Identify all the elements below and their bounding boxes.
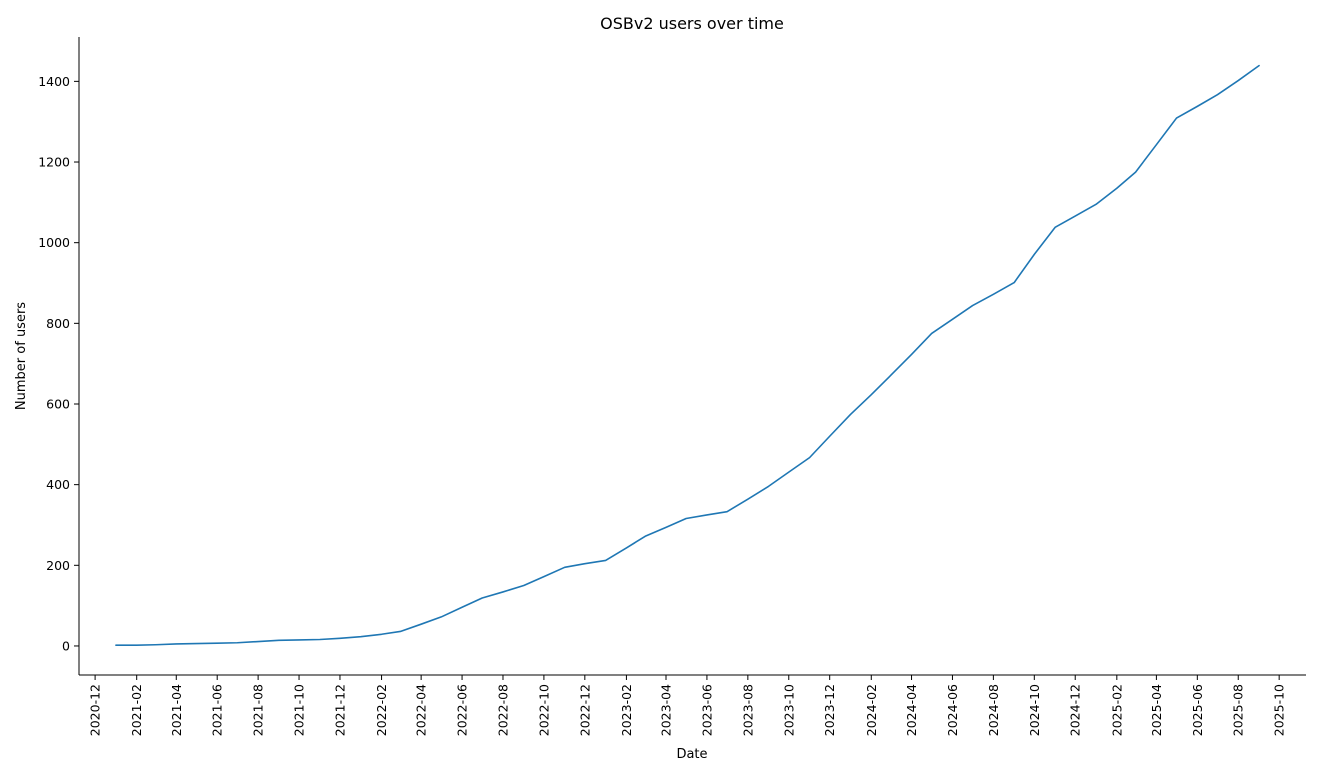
y-tick-label: 400 xyxy=(46,477,70,492)
x-tick-label: 2022-06 xyxy=(455,684,470,736)
x-tick-label: 2024-08 xyxy=(986,684,1001,736)
y-tick-label: 1400 xyxy=(38,74,70,89)
x-tick-label: 2025-08 xyxy=(1231,684,1246,736)
x-tick-label: 2021-12 xyxy=(332,684,347,736)
x-tick-label: 2023-06 xyxy=(699,684,714,736)
y-tick-label: 1000 xyxy=(38,235,70,250)
y-tick-label: 1200 xyxy=(38,155,70,170)
x-tick-label: 2022-04 xyxy=(414,684,429,736)
x-tick-label: 2023-12 xyxy=(822,684,837,736)
x-tick-label: 2024-06 xyxy=(945,684,960,736)
x-tick-label: 2023-08 xyxy=(740,684,755,736)
x-tick-label: 2025-06 xyxy=(1190,684,1205,736)
y-tick-label: 800 xyxy=(46,316,70,331)
series-line xyxy=(115,64,1260,646)
x-tick-label: 2024-04 xyxy=(904,684,919,736)
x-tick-label: 2021-04 xyxy=(169,684,184,736)
x-tick-label: 2022-12 xyxy=(577,684,592,736)
x-tick-label: 2021-08 xyxy=(251,684,266,736)
x-axis-label: Date xyxy=(676,747,707,762)
x-tick-label: 2022-08 xyxy=(495,684,510,736)
x-tick-label: 2025-02 xyxy=(1109,684,1124,736)
x-tick-label: 2024-10 xyxy=(1027,684,1042,736)
x-tick-label: 2021-02 xyxy=(129,684,144,736)
x-tick-label: 2021-10 xyxy=(292,684,307,736)
x-axis-ticks: 2020-12 2021-02 2021-04 2021-06 2021-08 2021-… xyxy=(88,675,1287,736)
x-tick-label: 2022-02 xyxy=(374,684,389,736)
x-tick-label: 2021-06 xyxy=(210,684,225,736)
x-tick-label: 2023-04 xyxy=(659,684,674,736)
x-tick-label: 2025-10 xyxy=(1272,684,1287,736)
chart-title: OSBv2 users over time xyxy=(600,14,784,33)
y-tick-label: 200 xyxy=(46,558,70,573)
x-tick-label: 2023-02 xyxy=(619,684,634,736)
y-tick-label: 600 xyxy=(46,396,70,411)
x-tick-label: 2022-10 xyxy=(536,684,551,736)
x-tick-label: 2024-02 xyxy=(864,684,879,736)
y-axis-label: Number of users xyxy=(14,302,29,410)
y-axis-ticks: 0 200 400 600 800 1000 1200 1400 xyxy=(38,74,79,653)
series-layer xyxy=(115,64,1260,646)
y-tick-label: 0 xyxy=(62,638,70,653)
x-tick-label: 2025-04 xyxy=(1149,684,1164,736)
x-tick-label: 2023-10 xyxy=(781,684,796,736)
x-tick-label: 2024-12 xyxy=(1068,684,1083,736)
x-tick-label: 2020-12 xyxy=(88,684,103,736)
